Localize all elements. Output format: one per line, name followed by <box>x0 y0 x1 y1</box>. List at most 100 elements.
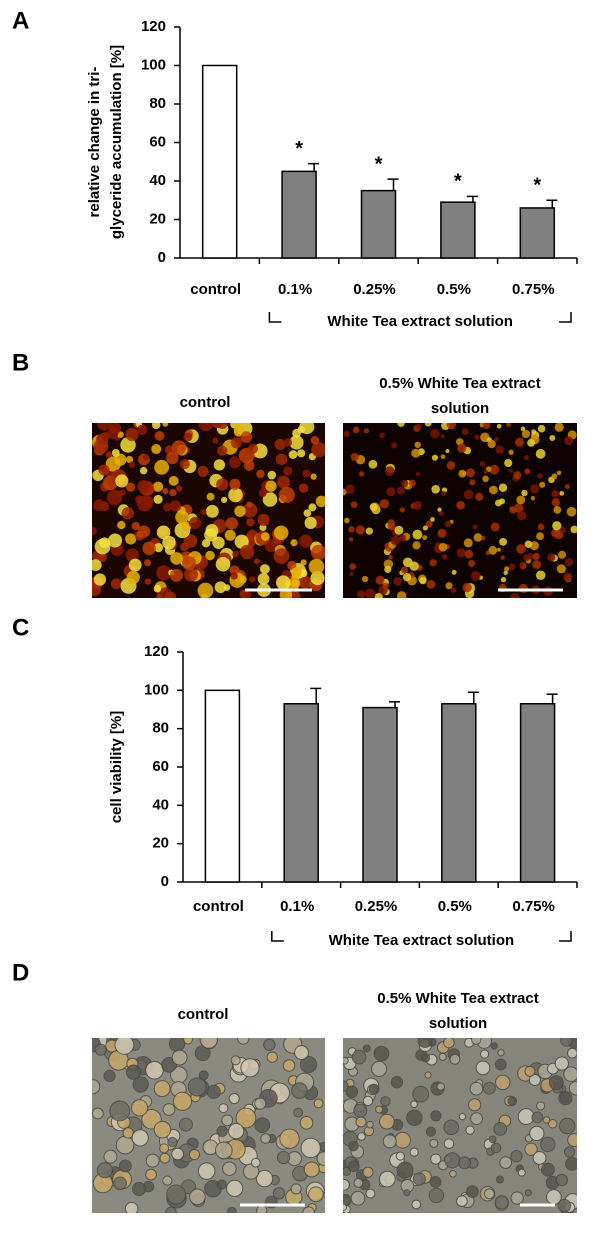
y-tick-label: 60 <box>149 133 166 150</box>
cell <box>343 430 350 438</box>
cell <box>230 1055 241 1066</box>
cell <box>179 459 190 470</box>
cell <box>560 526 567 533</box>
significance-marker: * <box>454 171 462 193</box>
cell <box>494 1195 509 1210</box>
micrograph <box>92 1038 325 1213</box>
cell <box>99 501 110 512</box>
cell <box>391 442 398 449</box>
cell <box>254 1117 271 1134</box>
cell <box>300 559 307 566</box>
cell <box>125 533 137 545</box>
cell <box>276 1150 291 1165</box>
x-tick-label: 0.1% <box>280 898 314 915</box>
cell <box>504 458 513 468</box>
cell <box>388 554 393 560</box>
cell <box>431 454 439 461</box>
cell <box>393 577 402 586</box>
y-tick-label: 100 <box>141 56 166 73</box>
y-tick-label: 0 <box>161 873 169 890</box>
cell <box>109 423 122 435</box>
cell <box>249 576 256 583</box>
cell <box>506 423 512 427</box>
cell <box>437 528 447 538</box>
cell <box>520 426 526 432</box>
cell <box>365 588 375 598</box>
cell <box>558 1091 573 1106</box>
bar <box>440 201 476 259</box>
cell <box>299 534 313 548</box>
cell <box>499 537 508 546</box>
cell <box>254 1097 267 1110</box>
cell <box>166 451 179 465</box>
cell <box>142 454 150 461</box>
cell <box>414 441 421 448</box>
cell <box>444 1152 461 1169</box>
significance-marker: * <box>295 138 303 160</box>
cell <box>449 1169 457 1178</box>
cell <box>159 1143 170 1154</box>
cell <box>410 1100 418 1108</box>
cell <box>92 1079 101 1095</box>
cell <box>529 541 539 551</box>
cell <box>488 545 498 555</box>
cell <box>153 1120 172 1139</box>
cell <box>291 1082 308 1099</box>
cell <box>316 1151 325 1166</box>
cell <box>189 1188 206 1206</box>
cell <box>529 1125 545 1142</box>
x-tick-label: 0.25% <box>355 898 398 915</box>
cell <box>166 1184 187 1205</box>
cell <box>184 567 198 582</box>
cell <box>275 575 291 590</box>
bar <box>362 706 398 883</box>
cell <box>239 575 247 584</box>
cell <box>472 524 478 530</box>
cell <box>556 564 566 574</box>
cell <box>532 1151 547 1165</box>
image-caption: 0.5% White Tea extract <box>377 990 538 1007</box>
cell <box>128 461 136 468</box>
cell <box>277 475 290 489</box>
cell <box>125 548 140 562</box>
cell <box>384 466 395 477</box>
cell <box>94 1043 107 1056</box>
cell <box>469 479 476 486</box>
cell <box>352 426 360 434</box>
cell <box>226 1206 237 1213</box>
cell <box>111 449 120 457</box>
cell <box>499 1156 513 1169</box>
cell <box>384 565 392 573</box>
cell <box>311 544 325 561</box>
cell <box>108 533 123 548</box>
cell <box>408 479 416 487</box>
y-tick-label: 40 <box>152 796 169 813</box>
cell <box>294 1045 309 1061</box>
cell <box>547 1119 558 1129</box>
cell <box>237 1038 250 1045</box>
cell <box>351 1049 367 1065</box>
cell <box>530 495 536 501</box>
cell <box>131 1099 149 1117</box>
cell <box>528 1073 541 1087</box>
cell <box>233 424 244 435</box>
cell <box>397 423 405 427</box>
cell <box>436 1082 445 1091</box>
cell <box>438 542 448 552</box>
cell <box>509 593 520 598</box>
cell <box>290 539 298 547</box>
cell <box>246 518 255 527</box>
cell <box>417 1038 433 1048</box>
y-tick-label: 80 <box>152 720 169 737</box>
group-bracket <box>271 931 572 942</box>
cell <box>169 500 182 512</box>
cell <box>537 473 543 479</box>
cell <box>302 469 311 478</box>
cell <box>110 578 122 590</box>
cell <box>307 1186 324 1203</box>
cell <box>266 1051 278 1063</box>
image-caption: control <box>180 394 231 411</box>
cell <box>168 475 179 486</box>
cell <box>139 466 148 475</box>
micrograph <box>343 423 577 598</box>
